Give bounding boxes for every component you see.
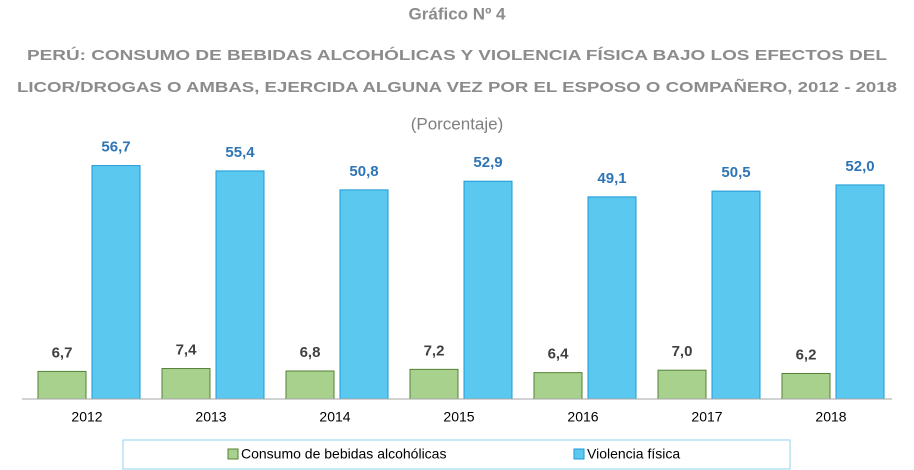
bar xyxy=(161,368,211,400)
data-label: 7,4 xyxy=(176,342,198,359)
data-label: 55,4 xyxy=(225,144,255,161)
bar xyxy=(587,196,637,400)
chart-title: Gráfico Nº 4 xyxy=(409,4,506,23)
bar xyxy=(215,170,265,400)
x-tick-label: 2018 xyxy=(815,409,846,425)
bar xyxy=(37,370,87,400)
legend-label: Consumo de bebidas alcohólicas xyxy=(241,446,446,462)
legend-swatch xyxy=(227,448,239,460)
bar xyxy=(711,190,761,400)
bar xyxy=(409,368,459,400)
x-tick-label: 2016 xyxy=(567,409,598,425)
data-label: 7,2 xyxy=(424,342,445,359)
bar xyxy=(657,369,707,400)
chart-subtitle: LICOR/DROGAS O AMBAS, EJERCIDA ALGUNA VE… xyxy=(17,78,897,96)
data-label: 49,1 xyxy=(597,170,626,187)
bar xyxy=(91,165,141,400)
x-tick-label: 2017 xyxy=(691,409,722,425)
bar xyxy=(781,372,831,400)
x-tick-label: 2013 xyxy=(195,409,226,425)
data-label: 56,7 xyxy=(101,139,130,156)
unit-label: (Porcentaje) xyxy=(411,114,504,133)
data-label: 50,8 xyxy=(349,163,378,180)
data-label: 52,9 xyxy=(473,154,502,171)
data-label: 7,0 xyxy=(672,343,693,360)
data-label: 52,0 xyxy=(845,158,874,175)
data-label: 50,5 xyxy=(721,164,750,181)
legend-label: Violencia física xyxy=(587,446,680,462)
chart-subtitle: PERÚ: CONSUMO DE BEBIDAS ALCOHÓLICAS Y V… xyxy=(27,46,887,64)
data-label: 6,2 xyxy=(796,346,817,363)
data-label: 6,7 xyxy=(52,344,73,361)
bar xyxy=(463,180,513,400)
x-tick-label: 2012 xyxy=(71,409,102,425)
x-tick-label: 2014 xyxy=(319,409,350,425)
bar xyxy=(533,372,583,400)
legend-box xyxy=(122,439,791,470)
bar xyxy=(835,184,885,400)
bar xyxy=(285,370,335,400)
x-tick-label: 2015 xyxy=(443,409,474,425)
bar xyxy=(339,189,389,400)
data-label: 6,4 xyxy=(548,346,570,363)
legend-swatch xyxy=(573,448,585,460)
data-label: 6,8 xyxy=(300,344,321,361)
